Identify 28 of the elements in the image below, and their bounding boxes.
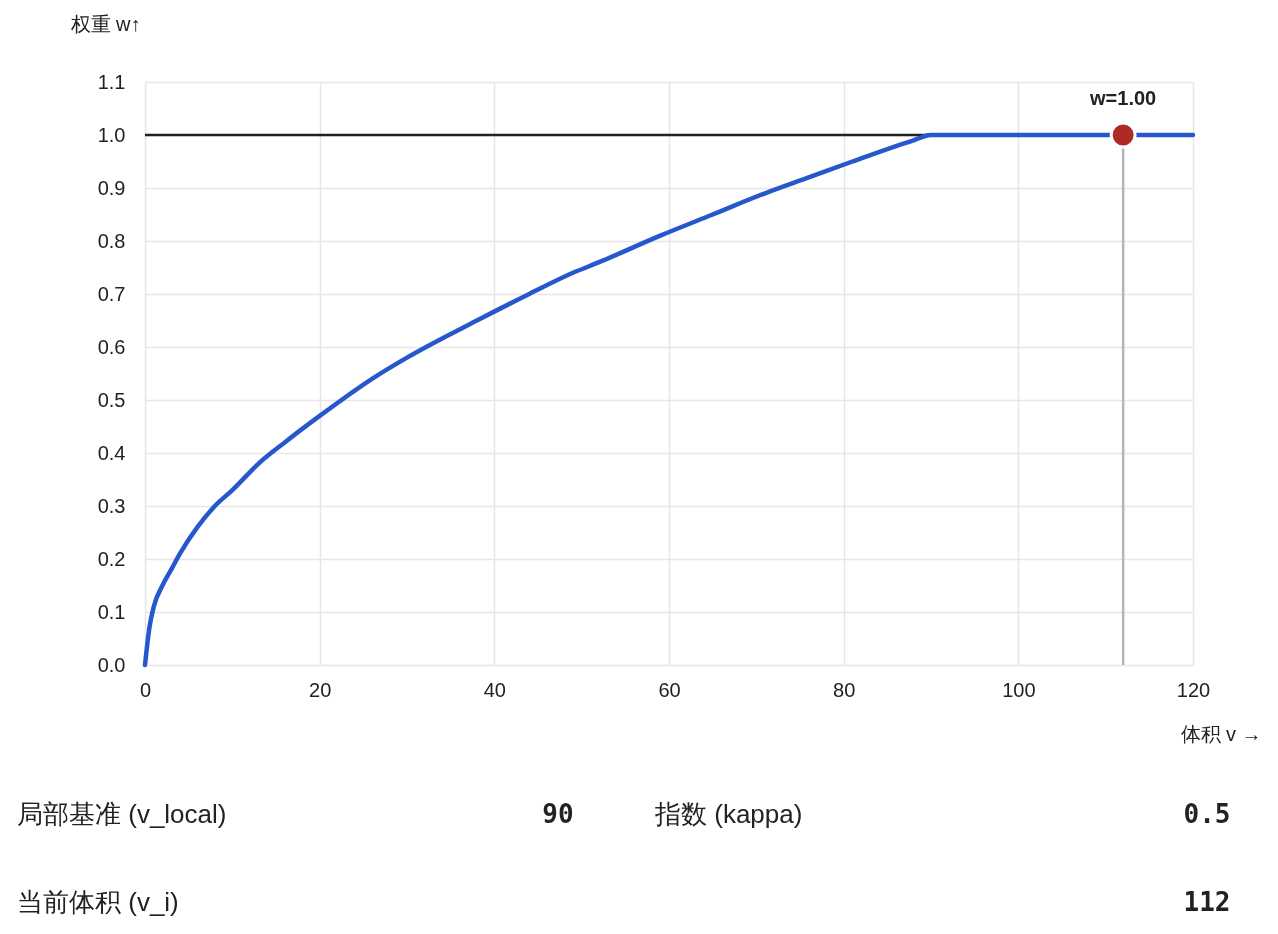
y-tick-label: 0.9: [97, 176, 126, 199]
text: 112: [1183, 887, 1231, 917]
y-tick-label: 0.8: [97, 229, 126, 252]
x-tick-label: 80: [833, 678, 856, 701]
y-tick-label: 0.6: [97, 335, 126, 358]
y-tick-label: 0.0: [97, 653, 126, 676]
x-tick-label: 0: [139, 678, 152, 701]
y-tick-label: 0.2: [97, 547, 126, 570]
x-tick-label: 120: [1176, 678, 1211, 701]
y-tick-label: 0.4: [97, 441, 126, 464]
y-tick-label: 0.5: [97, 388, 126, 411]
x-tick-label: 60: [658, 678, 681, 701]
x-tick-label: 100: [1002, 678, 1036, 701]
text: 0.5: [1183, 799, 1231, 829]
y-tick-label: 1.1: [97, 70, 126, 93]
y-axis-title: 权重 w↑: [69, 12, 141, 35]
y-tick-label: 0.7: [97, 282, 126, 305]
y-tick-label: 0.3: [97, 494, 126, 517]
text: 当前体积 (v_i): [17, 887, 179, 917]
text: 指数 (kappa): [654, 799, 803, 829]
text: 局部基准 (v_local): [17, 799, 227, 829]
y-tick-label: 0.1: [97, 600, 126, 623]
x-axis-title: 体积 v →: [1180, 722, 1262, 745]
annotation: w=1.00: [1089, 87, 1157, 109]
x-tick-label: 20: [309, 678, 332, 701]
x-tick-label: 40: [483, 678, 506, 701]
text: 90: [542, 799, 574, 829]
y-tick-label: 1.0: [97, 123, 126, 146]
